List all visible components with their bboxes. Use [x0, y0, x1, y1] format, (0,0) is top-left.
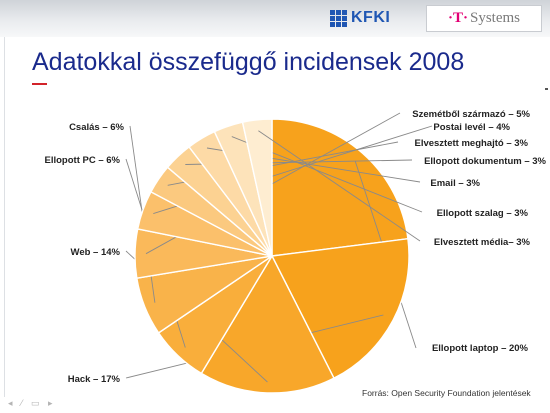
slide-nav-icons: ◂ ⁄ ▭ ▸	[8, 398, 56, 408]
slice-label: Elvesztett média– 3%	[434, 237, 531, 248]
slide-frame	[4, 37, 5, 397]
leader-line	[258, 130, 421, 242]
slice-label: Postai levél – 4%	[433, 122, 510, 133]
slice-label: Szemétből származó – 5%	[412, 109, 530, 120]
pie-slice	[271, 118, 409, 257]
slice-label: Web – 14%	[71, 247, 121, 258]
edge-tick	[545, 88, 548, 90]
header-bar: KFKI ·T· Systems	[0, 0, 550, 37]
slice-label: Ellopott dokumentum – 3%	[424, 156, 546, 167]
slice-label: Ellopott PC – 6%	[45, 155, 121, 166]
kfki-logo-text: KFKI	[351, 9, 391, 26]
tsystems-logo-text: Systems	[470, 10, 521, 26]
source-note: Forrás: Open Security Foundation jelenté…	[362, 388, 531, 398]
slice-label: Email – 3%	[430, 178, 480, 189]
slice-label: Csalás – 6%	[69, 122, 124, 133]
slice-label: Hack – 17%	[68, 374, 121, 385]
page-title: Adatokkal összefüggő incidensek 2008	[32, 48, 465, 76]
title-accent-line	[32, 83, 47, 85]
slice-label: Ellopott laptop – 20%	[432, 343, 529, 354]
pie-slice	[200, 254, 335, 394]
kfki-dots-icon	[330, 9, 347, 27]
kfki-logo: KFKI	[330, 8, 390, 28]
tsystems-mark: ·T·	[447, 10, 468, 26]
tsystems-logo: ·T· Systems	[426, 5, 542, 32]
slice-label: Ellopott szalag – 3%	[437, 208, 529, 219]
pie-slice	[270, 237, 410, 380]
slice-label: Elvesztett meghajtó – 3%	[414, 138, 528, 149]
pie-slice	[241, 118, 273, 257]
